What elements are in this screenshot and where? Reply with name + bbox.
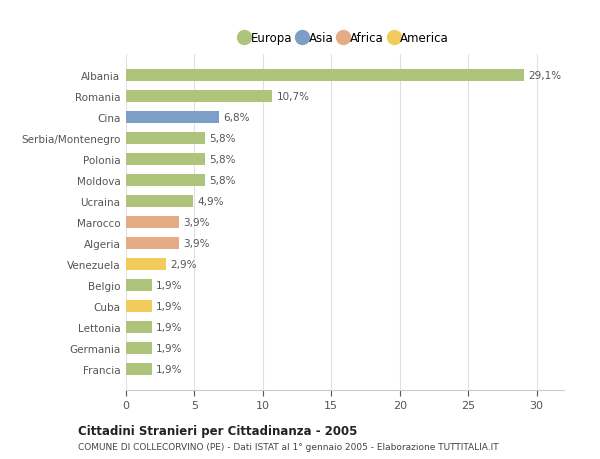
Text: 1,9%: 1,9% xyxy=(156,364,182,374)
Text: 5,8%: 5,8% xyxy=(209,176,236,186)
Bar xyxy=(126,154,205,166)
Bar xyxy=(126,133,205,145)
Text: 4,9%: 4,9% xyxy=(197,197,224,207)
Legend: Europa, Asia, Africa, America: Europa, Asia, Africa, America xyxy=(236,28,454,50)
Text: 29,1%: 29,1% xyxy=(529,71,562,81)
Bar xyxy=(126,301,152,312)
Bar xyxy=(126,238,179,249)
Bar xyxy=(126,112,219,123)
Bar xyxy=(126,70,524,82)
Text: 1,9%: 1,9% xyxy=(156,302,182,311)
Text: 10,7%: 10,7% xyxy=(277,92,310,102)
Bar xyxy=(126,322,152,333)
Bar xyxy=(126,259,166,270)
Text: 3,9%: 3,9% xyxy=(184,218,210,228)
Text: 5,8%: 5,8% xyxy=(209,155,236,165)
Text: 1,9%: 1,9% xyxy=(156,343,182,353)
Text: 5,8%: 5,8% xyxy=(209,134,236,144)
Bar xyxy=(126,175,205,186)
Bar xyxy=(126,342,152,354)
Bar xyxy=(126,91,272,103)
Text: COMUNE DI COLLECORVINO (PE) - Dati ISTAT al 1° gennaio 2005 - Elaborazione TUTTI: COMUNE DI COLLECORVINO (PE) - Dati ISTAT… xyxy=(78,442,499,451)
Text: 1,9%: 1,9% xyxy=(156,280,182,291)
Bar xyxy=(126,280,152,291)
Bar xyxy=(126,364,152,375)
Text: Cittadini Stranieri per Cittadinanza - 2005: Cittadini Stranieri per Cittadinanza - 2… xyxy=(78,424,358,437)
Text: 6,8%: 6,8% xyxy=(223,113,250,123)
Bar xyxy=(126,217,179,229)
Text: 3,9%: 3,9% xyxy=(184,239,210,248)
Text: 1,9%: 1,9% xyxy=(156,322,182,332)
Text: 2,9%: 2,9% xyxy=(170,259,196,269)
Bar xyxy=(126,196,193,207)
